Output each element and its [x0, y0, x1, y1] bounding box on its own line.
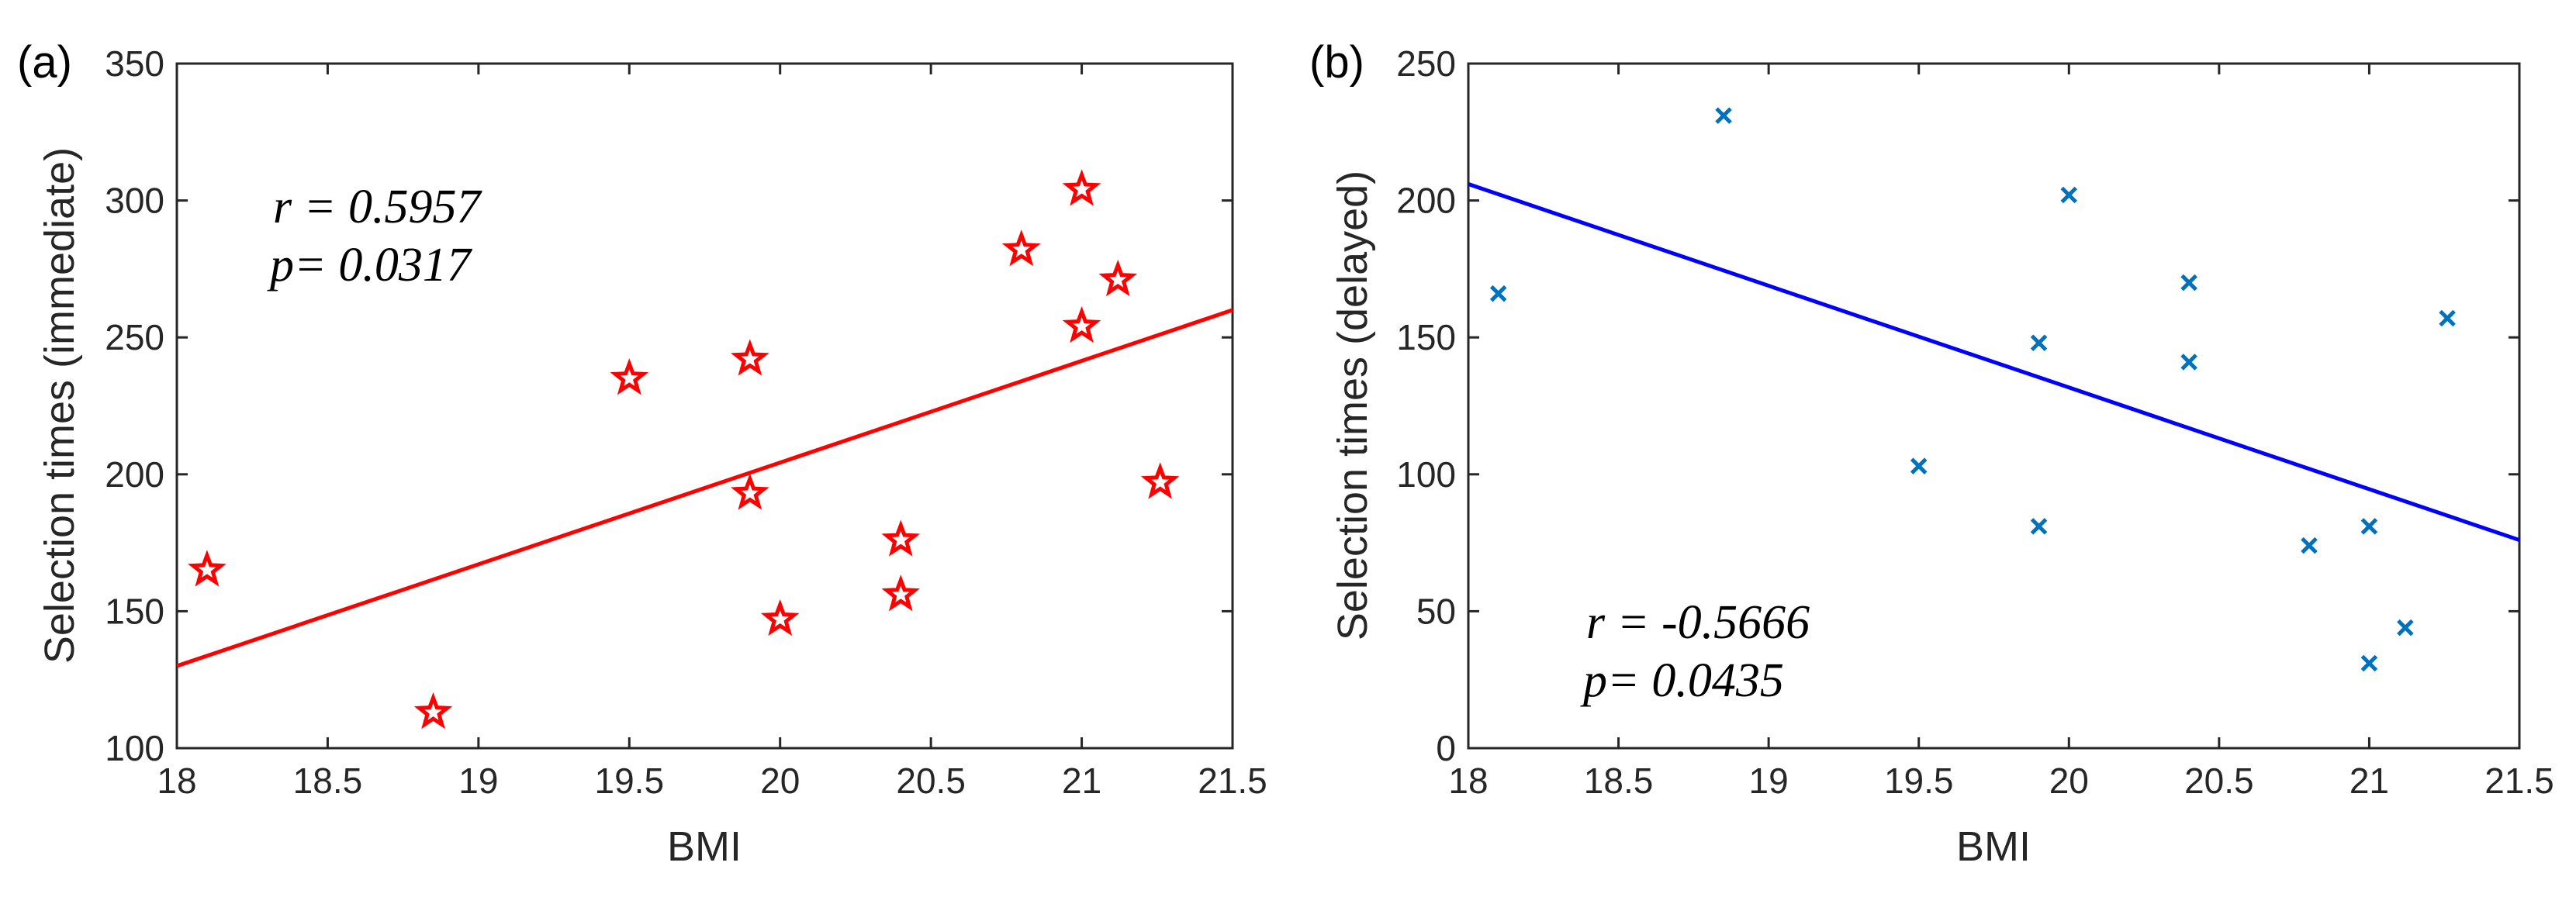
data-point-a-1	[413, 692, 453, 730]
x-tick-label-a: 21.5	[1198, 761, 1267, 801]
fit-line-b	[1468, 182, 2520, 542]
x-tick-label-a: 18.5	[293, 761, 363, 801]
data-point-b-10	[2360, 654, 2378, 672]
plot-area-b	[1467, 62, 2521, 750]
y-tick-label-b: 50	[1416, 591, 1456, 631]
x-tick-label-a: 18	[157, 761, 196, 801]
data-point-b-3	[2030, 334, 2048, 352]
data-point-a-0	[188, 550, 226, 587]
plot-area-a	[175, 62, 1234, 750]
data-point-a-9	[1062, 169, 1101, 206]
annotation-p-b: p= 0.0435	[1580, 654, 1784, 707]
panel-a: 18 18.5 19 19.5 20 20.5 21 21.5 100 150 200 250 300 3…	[17, 37, 1267, 870]
y-tick-label-a: 200	[105, 454, 164, 495]
panel-label-b: (b)	[1309, 37, 1364, 88]
data-point-a-8	[1001, 229, 1041, 267]
data-point-b-1	[1715, 107, 1732, 124]
x-tick-label-a: 21	[1062, 761, 1101, 801]
y-tick-label-b: 150	[1396, 317, 1456, 357]
data-point-b-12	[2439, 309, 2456, 327]
x-tick-label-a: 19	[458, 761, 498, 801]
x-axis-label-b: BMI	[1956, 823, 2031, 870]
data-point-b-2	[1910, 457, 1928, 474]
data-point-b-11	[2397, 619, 2414, 637]
y-tick-label-b: 0	[1436, 728, 1456, 768]
y-axis-label-a: Selection times (immediate)	[36, 147, 83, 664]
x-tick-label-b: 20	[2049, 761, 2089, 801]
y-tick-label-b: 250	[1396, 43, 1456, 84]
data-point-a-3	[731, 339, 769, 376]
y-tick-label-a: 300	[105, 181, 164, 221]
y-tick-label-a: 350	[105, 43, 164, 84]
annotation-r-b: r = -0.5666	[1586, 596, 1810, 649]
x-tick-label-a: 20.5	[896, 761, 966, 801]
marks-a	[176, 169, 1233, 730]
data-point-b-6	[2180, 274, 2197, 292]
marks-b	[1468, 107, 2520, 672]
data-point-a-12	[1140, 462, 1180, 499]
data-point-a-7	[881, 574, 921, 612]
data-point-a-2	[610, 358, 649, 395]
panel-label-a: (a)	[17, 37, 72, 88]
data-point-a-5	[760, 599, 800, 637]
data-point-a-4	[731, 473, 769, 510]
fit-line-a	[176, 308, 1233, 668]
y-tick-label-b: 100	[1396, 454, 1456, 495]
y-tick-label-a: 150	[105, 591, 164, 631]
y-tick-label-b: 200	[1396, 181, 1456, 221]
x-tick-label-b: 20.5	[2184, 761, 2254, 801]
y-axis-label-b: Selection times (delayed)	[1329, 171, 1376, 640]
x-tick-label-a: 20	[760, 761, 800, 801]
data-point-a-10	[1062, 305, 1101, 343]
y-tick-label-a: 100	[105, 728, 164, 768]
x-tick-label-b: 21.5	[2484, 761, 2554, 801]
x-tick-label-b: 19	[1749, 761, 1789, 801]
annotation-p-a: p= 0.0317	[267, 239, 473, 292]
data-point-b-7	[2180, 354, 2197, 371]
x-axis-label-a: BMI	[667, 823, 742, 870]
annotation-r-a: r = 0.5957	[273, 181, 482, 233]
data-point-b-0	[1489, 285, 1507, 302]
y-tick-label-a: 250	[105, 317, 164, 357]
data-point-b-5	[2060, 186, 2078, 204]
x-tick-label-b: 18	[1448, 761, 1488, 801]
x-tick-label-b: 21	[2350, 761, 2389, 801]
data-point-a-11	[1098, 259, 1138, 297]
ticks-a: 18 18.5 19 19.5 20 20.5 21 21.5 100 150 200 250 300 3…	[105, 43, 1267, 801]
ticks-b: 18 18.5 19 19.5 20 20.5 21 21.5 0 50 100 150 200 250	[1396, 43, 2554, 801]
data-point-b-9	[2360, 518, 2378, 535]
data-point-b-4	[2030, 518, 2048, 535]
x-tick-label-b: 18.5	[1584, 761, 1654, 801]
x-tick-label-b: 19.5	[1884, 761, 1954, 801]
data-point-a-6	[881, 519, 921, 557]
x-tick-label-a: 19.5	[595, 761, 665, 801]
panel-b: 18 18.5 19 19.5 20 20.5 21 21.5050100150200250 …	[1309, 37, 2554, 870]
data-point-b-8	[2301, 536, 2318, 554]
